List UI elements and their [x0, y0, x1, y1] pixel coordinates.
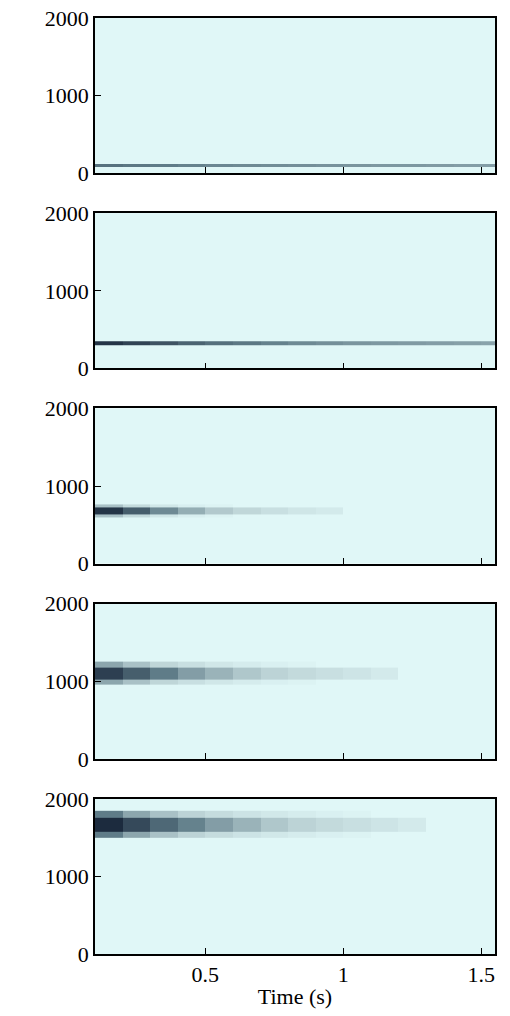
svg-text:1000: 1000 [45, 279, 89, 304]
svg-text:1000: 1000 [45, 83, 89, 108]
svg-text:0: 0 [78, 161, 89, 186]
svg-text:1.5: 1.5 [467, 962, 495, 987]
svg-text:2000: 2000 [45, 201, 89, 226]
svg-text:0: 0 [78, 747, 89, 772]
svg-text:2000: 2000 [45, 787, 89, 812]
svg-text:2000: 2000 [45, 591, 89, 616]
svg-text:1000: 1000 [45, 669, 89, 694]
svg-text:2000: 2000 [45, 6, 89, 31]
svg-text:0: 0 [78, 942, 89, 967]
svg-text:1000: 1000 [45, 474, 89, 499]
svg-text:Time (s): Time (s) [258, 984, 332, 1009]
svg-text:0: 0 [78, 356, 89, 381]
svg-text:1: 1 [338, 962, 349, 987]
svg-text:0: 0 [78, 551, 89, 576]
svg-text:1000: 1000 [45, 864, 89, 889]
svg-text:0.5: 0.5 [192, 962, 220, 987]
svg-text:2000: 2000 [45, 396, 89, 421]
